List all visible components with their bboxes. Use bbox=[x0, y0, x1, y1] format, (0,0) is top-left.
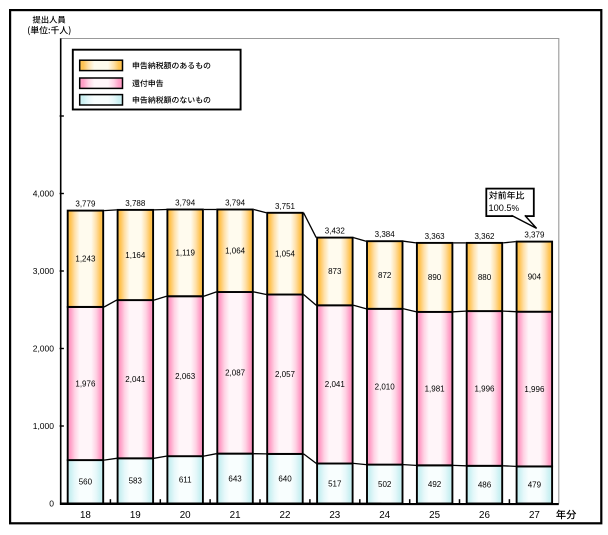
svg-text:23: 23 bbox=[329, 510, 340, 521]
svg-text:872: 872 bbox=[378, 271, 392, 280]
svg-text:1,243: 1,243 bbox=[75, 255, 96, 264]
svg-text:3,779: 3,779 bbox=[75, 200, 96, 209]
svg-text:22: 22 bbox=[280, 510, 291, 521]
svg-text:3,794: 3,794 bbox=[225, 199, 246, 208]
svg-text:1,996: 1,996 bbox=[524, 385, 545, 394]
svg-text:2,087: 2,087 bbox=[225, 369, 246, 378]
svg-text:1,981: 1,981 bbox=[425, 384, 446, 393]
svg-text:3,379: 3,379 bbox=[524, 231, 545, 240]
svg-text:611: 611 bbox=[179, 476, 192, 485]
svg-text:0: 0 bbox=[49, 499, 54, 509]
svg-text:100.5%: 100.5% bbox=[489, 203, 520, 213]
svg-text:2,063: 2,063 bbox=[175, 372, 196, 381]
svg-text:3,788: 3,788 bbox=[125, 199, 146, 208]
svg-text:904: 904 bbox=[528, 273, 542, 282]
svg-text:502: 502 bbox=[378, 480, 392, 489]
svg-text:3,751: 3,751 bbox=[275, 202, 296, 211]
svg-text:2,000: 2,000 bbox=[33, 344, 55, 354]
svg-text:3,000: 3,000 bbox=[33, 266, 55, 276]
svg-text:25: 25 bbox=[429, 510, 440, 521]
svg-text:486: 486 bbox=[478, 481, 492, 490]
svg-text:3,384: 3,384 bbox=[375, 230, 396, 239]
svg-text:3,432: 3,432 bbox=[325, 227, 346, 236]
svg-text:3,794: 3,794 bbox=[175, 199, 196, 208]
svg-text:21: 21 bbox=[230, 510, 241, 521]
svg-text:4,000: 4,000 bbox=[33, 189, 55, 199]
svg-text:1,000: 1,000 bbox=[33, 421, 55, 431]
svg-text:2,010: 2,010 bbox=[375, 383, 396, 392]
svg-text:640: 640 bbox=[278, 475, 292, 484]
svg-text:19: 19 bbox=[130, 510, 141, 521]
svg-text:2,041: 2,041 bbox=[125, 375, 146, 384]
svg-text:873: 873 bbox=[328, 267, 342, 276]
svg-text:27: 27 bbox=[529, 510, 540, 521]
svg-text:3,362: 3,362 bbox=[474, 232, 495, 241]
svg-text:20: 20 bbox=[180, 510, 191, 521]
svg-text:890: 890 bbox=[428, 273, 442, 282]
svg-text:1,064: 1,064 bbox=[225, 247, 246, 256]
svg-text:1,054: 1,054 bbox=[275, 249, 296, 258]
svg-text:479: 479 bbox=[528, 481, 542, 490]
svg-text:2,057: 2,057 bbox=[275, 370, 296, 379]
svg-text:1,119: 1,119 bbox=[175, 249, 195, 258]
svg-text:18: 18 bbox=[80, 510, 91, 521]
svg-text:2,041: 2,041 bbox=[325, 380, 346, 389]
svg-text:1,976: 1,976 bbox=[75, 379, 96, 388]
svg-text:643: 643 bbox=[228, 474, 242, 483]
svg-text:583: 583 bbox=[129, 477, 143, 486]
svg-text:26: 26 bbox=[479, 510, 490, 521]
svg-text:560: 560 bbox=[79, 478, 93, 487]
svg-text:492: 492 bbox=[428, 480, 442, 489]
svg-text:880: 880 bbox=[478, 273, 492, 282]
svg-text:1,164: 1,164 bbox=[125, 251, 146, 260]
svg-text:24: 24 bbox=[379, 510, 390, 521]
svg-text:3,363: 3,363 bbox=[425, 232, 446, 241]
svg-text:517: 517 bbox=[328, 479, 342, 488]
svg-text:1,996: 1,996 bbox=[474, 384, 495, 393]
